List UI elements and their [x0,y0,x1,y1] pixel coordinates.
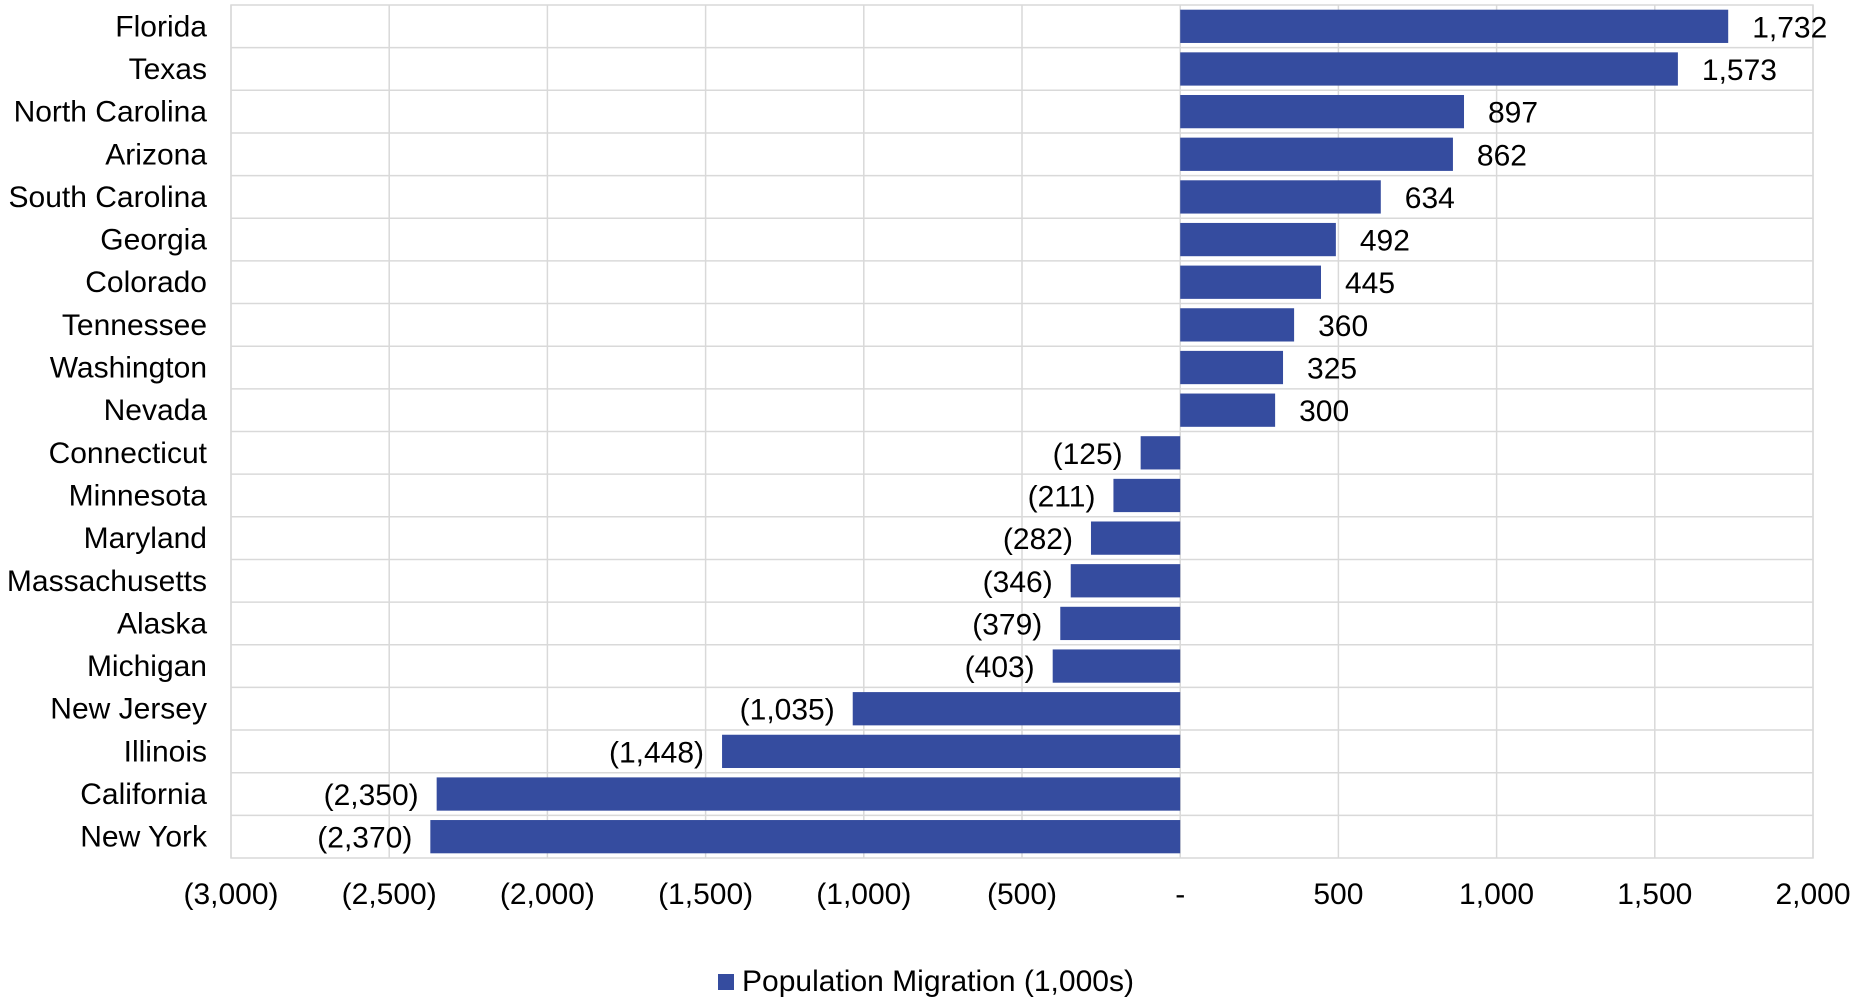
category-label: New York [80,821,208,854]
bar [1180,94,1465,129]
category-label: Florida [115,10,207,43]
data-label: 1,732 [1752,11,1827,44]
data-labels: 1,732 1,573 897 862 634 492 445 360 325 300 (125) (… [317,11,1827,854]
category-label: Maryland [84,522,207,555]
category-label: Connecticut [49,437,208,470]
x-tick-label: (3,000) [183,878,278,911]
legend: Population Migration (1,000s) [0,965,1852,999]
category-label: California [80,778,207,811]
x-tick-label: (2,000) [500,878,595,911]
bar [1180,222,1336,257]
category-label: Alaska [117,607,207,640]
bar-chart-svg: 1,732 1,573 897 862 634 492 445 360 325 300 (125) (… [7,4,1851,911]
category-label: Tennessee [62,309,207,342]
data-label: 325 [1307,353,1357,386]
bar [1140,436,1181,470]
bar [430,820,1181,854]
data-label: (346) [983,566,1053,599]
category-label: Nevada [104,394,208,427]
category-label: Texas [129,53,207,86]
x-tick-label: (500) [987,878,1057,911]
bar [1180,52,1678,86]
x-tick-label: (2,500) [342,878,437,911]
bar [1180,308,1295,342]
category-label: Illinois [124,735,207,768]
x-tick-labels: (3,000) (2,500) (2,000) (1,500) (1,000) (500)… [183,878,1850,911]
bar [1113,478,1181,513]
bar [1052,649,1181,683]
x-tick-label: - [1175,878,1185,911]
bar [1180,9,1729,43]
category-label: Georgia [100,224,207,257]
legend-swatch [718,974,735,990]
data-label: 634 [1405,182,1455,215]
data-label: (1,448) [609,736,704,769]
x-tick-label: 1,500 [1617,878,1692,911]
data-label: 445 [1345,267,1395,300]
data-label: (282) [1003,523,1073,556]
bar [852,692,1181,726]
category-label: North Carolina [14,96,208,129]
category-labels: Florida Texas North Carolina Arizona South C… [7,10,208,853]
data-label: 300 [1299,395,1349,428]
data-label: (211) [1028,480,1096,513]
bar [1090,521,1181,555]
bar [722,734,1181,769]
data-label: (2,370) [317,822,412,855]
x-tick-label: 500 [1313,878,1363,911]
data-label: 492 [1360,225,1410,258]
bar [1180,180,1381,214]
legend-label: Population Migration (1,000s) [742,965,1134,998]
grid [230,4,1814,859]
data-label: (2,350) [324,779,419,812]
x-tick-label: (1,500) [658,878,753,911]
data-label: 1,573 [1702,54,1777,87]
x-tick-label: (1,000) [816,878,911,911]
category-label: Minnesota [69,479,208,512]
bar [1180,265,1321,299]
x-tick-label: 2,000 [1775,878,1850,911]
bar [1060,606,1181,641]
data-label: (403) [965,651,1035,684]
data-label: 862 [1477,139,1527,172]
bar [1070,564,1181,598]
category-label: Arizona [105,138,207,171]
category-label: South Carolina [9,181,208,214]
bar [436,777,1181,811]
category-label: New Jersey [50,693,207,726]
bar [1180,393,1276,427]
bar [1180,137,1453,171]
category-label: Massachusetts [7,565,207,598]
x-tick-label: 1,000 [1459,878,1534,911]
bars [430,9,1729,854]
category-label: Michigan [87,650,207,683]
data-label: (125) [1053,438,1123,471]
category-label: Washington [50,352,207,385]
data-label: 360 [1318,310,1368,343]
category-label: Colorado [85,266,207,299]
data-label: 897 [1488,97,1538,130]
data-label: (1,035) [740,694,835,727]
bar [1180,350,1284,385]
data-label: (379) [972,608,1042,641]
